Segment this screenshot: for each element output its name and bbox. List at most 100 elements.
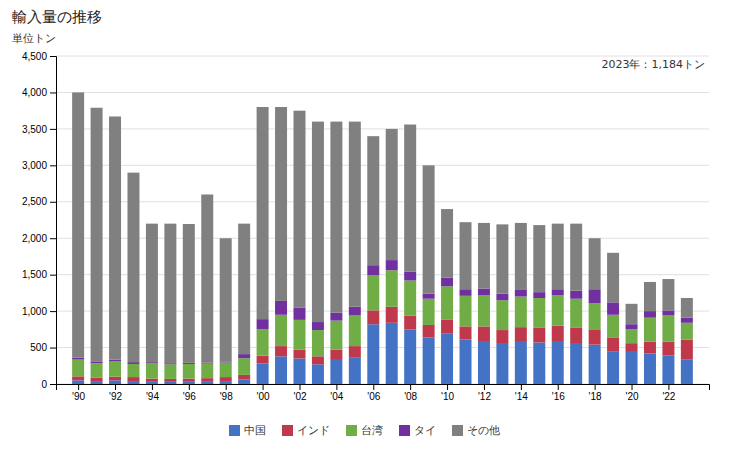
bar xyxy=(386,270,398,306)
bar xyxy=(441,320,453,334)
bar xyxy=(681,323,693,340)
bar xyxy=(91,378,103,381)
bar xyxy=(293,111,305,308)
bar xyxy=(146,363,158,378)
bar xyxy=(275,346,287,356)
bar xyxy=(552,341,564,384)
tick-mark xyxy=(50,238,56,239)
bar xyxy=(201,194,213,362)
grid-line xyxy=(56,165,709,166)
tick-mark xyxy=(263,384,264,390)
bar xyxy=(127,377,139,381)
bar xyxy=(127,362,139,364)
tick-label: '98 xyxy=(220,391,233,402)
bar xyxy=(662,356,674,384)
tick: 2,000 xyxy=(22,233,56,244)
bar xyxy=(349,122,361,307)
bar xyxy=(607,315,619,338)
bar xyxy=(183,224,195,363)
tick-mark xyxy=(595,384,596,390)
tick: '96 xyxy=(183,384,196,402)
bar xyxy=(164,224,176,364)
y-axis: 05001,0001,5002,0002,5003,0003,5004,0004… xyxy=(22,51,57,390)
bar xyxy=(626,304,638,324)
bar xyxy=(570,328,582,344)
bar xyxy=(257,356,269,364)
bar xyxy=(367,136,379,265)
bar xyxy=(367,324,379,384)
legend-item: 中国 xyxy=(229,424,266,437)
bar xyxy=(496,224,508,293)
legend-item: 台湾 xyxy=(346,424,383,437)
legend-label: タイ xyxy=(414,424,436,437)
bar xyxy=(257,107,269,319)
tick: 4,000 xyxy=(22,87,56,98)
tick: 1,500 xyxy=(22,269,56,280)
tick: 2,500 xyxy=(22,196,56,207)
bar xyxy=(312,122,324,322)
bar xyxy=(404,125,416,272)
annotation: 2023年：1,184トン xyxy=(602,58,706,71)
bar xyxy=(220,361,232,362)
bar xyxy=(257,329,269,355)
grid-line xyxy=(56,92,709,93)
bar xyxy=(570,291,582,299)
tick-mark xyxy=(410,384,411,390)
tick: '12 xyxy=(478,384,491,402)
bar xyxy=(127,364,139,377)
bar xyxy=(109,380,121,384)
bar xyxy=(312,330,324,356)
title: 輸入量の推移 xyxy=(12,8,102,26)
bar xyxy=(367,310,379,324)
bar xyxy=(423,325,435,337)
bar xyxy=(441,286,453,320)
tick-mark xyxy=(115,384,116,390)
tick-label: 3,000 xyxy=(22,160,47,171)
bar xyxy=(478,289,490,296)
bar xyxy=(293,358,305,384)
bar xyxy=(607,337,619,351)
tick: '22 xyxy=(662,384,675,402)
bar xyxy=(662,310,674,315)
bar xyxy=(589,238,601,289)
chart: '90'92'94'96'98'00'02'04'06'08'10'12'14'… xyxy=(0,0,729,450)
tick: 0 xyxy=(41,379,56,390)
bar xyxy=(238,380,250,384)
tick: 4,500 xyxy=(22,51,56,62)
bar xyxy=(257,364,269,384)
bar xyxy=(626,324,638,329)
bar xyxy=(607,253,619,303)
tick-label: '12 xyxy=(478,391,491,402)
bar xyxy=(238,224,250,354)
tick-label: '18 xyxy=(589,391,602,402)
bar xyxy=(386,307,398,323)
bar xyxy=(72,380,84,384)
bar xyxy=(552,224,564,290)
bar xyxy=(662,279,674,310)
tick-mark xyxy=(226,384,227,390)
bar xyxy=(460,289,472,296)
bar xyxy=(330,122,342,313)
bar xyxy=(589,289,601,303)
bar xyxy=(201,364,213,379)
tick: '20 xyxy=(626,384,639,402)
tick-mark xyxy=(50,384,56,385)
bar xyxy=(386,129,398,260)
bar xyxy=(220,362,232,377)
bar xyxy=(238,375,250,380)
tick-label: '22 xyxy=(662,391,675,402)
grid-line xyxy=(56,56,709,57)
bar xyxy=(72,358,84,360)
legend-label: 台湾 xyxy=(361,424,383,437)
tick: '08 xyxy=(404,384,417,402)
bar xyxy=(238,358,250,375)
tick: '02 xyxy=(293,384,306,402)
tick-label: 1,000 xyxy=(22,306,47,317)
bar xyxy=(589,345,601,384)
tick-label: '94 xyxy=(146,391,159,402)
bar xyxy=(570,224,582,291)
bar xyxy=(72,92,84,357)
bar xyxy=(164,379,176,382)
tick-label: '16 xyxy=(552,391,565,402)
bar xyxy=(496,330,508,344)
